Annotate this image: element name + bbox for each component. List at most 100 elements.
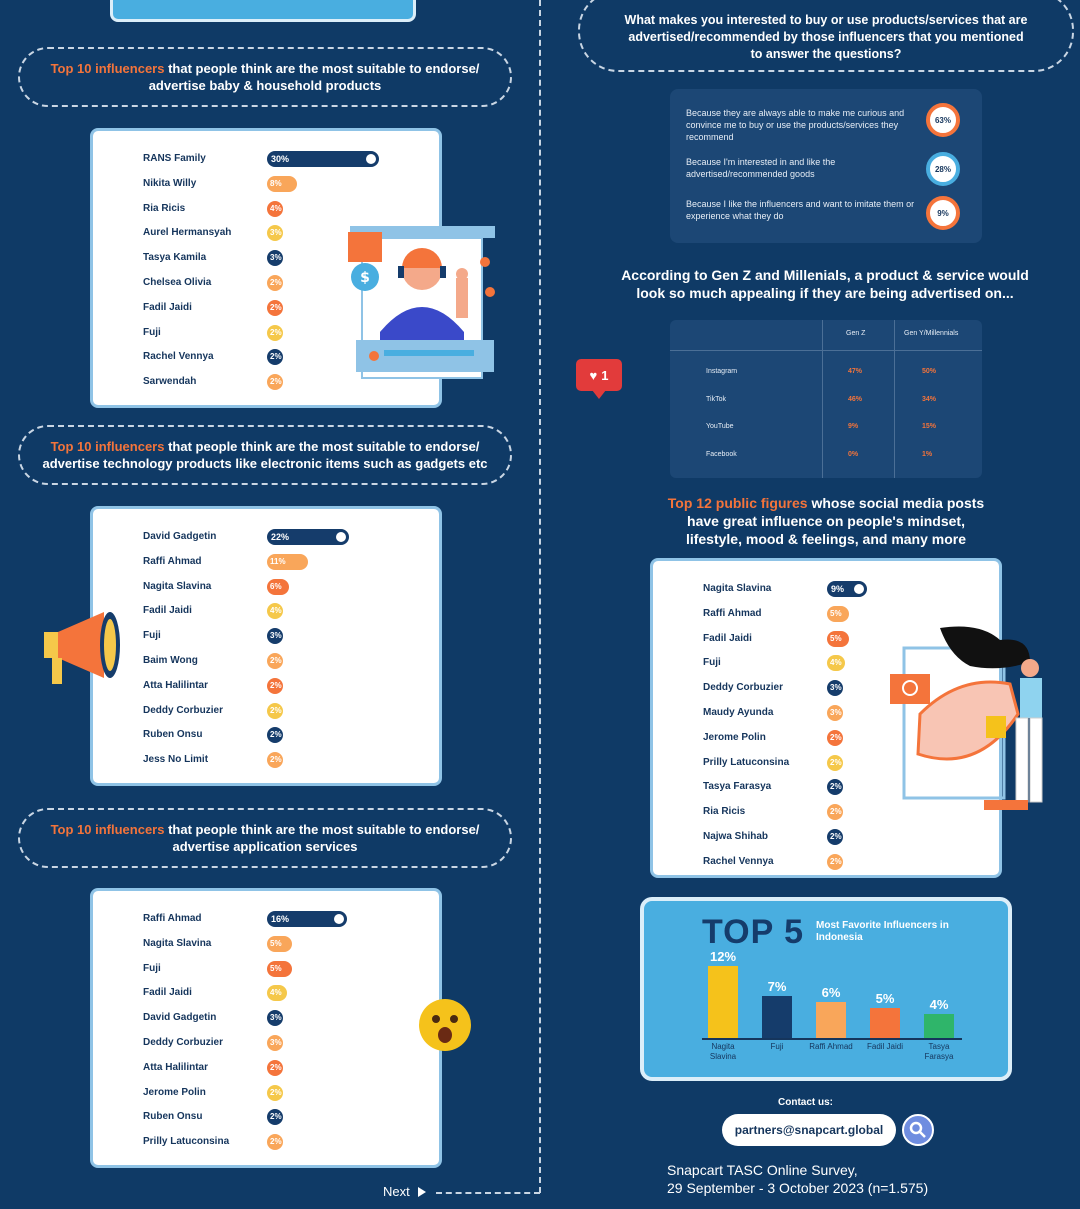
ranking-name: Nagita Slavina	[143, 580, 212, 592]
figures-title-3: lifestyle, mood & feelings, and many mor…	[685, 531, 967, 547]
contact-label: Contact us:	[778, 1097, 833, 1108]
ranking-name: Atta Halilintar	[143, 1061, 209, 1073]
next-label: Next	[383, 1184, 410, 1199]
section-title-technology: Top 10 influencers that people think are…	[18, 425, 512, 485]
geny-value: 34%	[922, 395, 937, 403]
question-line-3: to answer the questions?	[750, 46, 902, 61]
survey-line-2: 29 September - 3 October 2023 (n=1.575)	[667, 1180, 929, 1196]
ranking-name: Deddy Corbuzier	[143, 1037, 224, 1048]
like-notification: ♥ 1	[576, 359, 622, 391]
ranking-name: Aurel Hermansyah	[143, 227, 232, 239]
title-text: that people think are the most suitable …	[164, 61, 480, 76]
ranking-bar: 4%	[827, 655, 845, 672]
search-button[interactable]	[902, 1114, 934, 1146]
title-text-2: advertise baby & household products	[148, 78, 382, 93]
ranking-bar: 5%	[267, 935, 292, 952]
ranking-bar: 2%	[267, 1084, 283, 1101]
ranking-card-technology: David Gadgetin 22% Raffi Ahmad 11% Nagita Sl…	[90, 506, 442, 786]
reasons-box: Because they are always able to make me …	[670, 89, 982, 243]
ranking-name: Nikita Willy	[143, 177, 197, 189]
question-title-pill: What makes you interested to buy or use …	[578, 0, 1074, 72]
reason-percent-2: 28%	[926, 152, 960, 186]
chart-category-label: Tasya Farasya	[924, 1042, 954, 1061]
title-text: that people think are the most suitable …	[164, 439, 480, 454]
ranking-name: Rachel Vennya	[143, 351, 214, 363]
figures-title-highlight: Top 12 public figures	[667, 495, 808, 511]
ranking-name: Jerome Polin	[703, 731, 766, 743]
ranking-name: Ria Ricis	[703, 806, 746, 818]
title-text: that people think are the most suitable …	[164, 822, 480, 837]
title-highlight: Top 10 influencers	[50, 822, 165, 837]
ranking-name: Deddy Corbuzier	[143, 704, 224, 716]
genz-value: 9%	[848, 423, 859, 430]
divider-dashed-line	[539, 0, 541, 1193]
reason-percent-1: 63%	[926, 103, 960, 137]
chart-category-label: Fadil Jaidi	[866, 1042, 903, 1051]
bar-knob	[366, 154, 376, 164]
ranking-bar: 2%	[267, 324, 283, 341]
chart-value-label: 4%	[929, 997, 949, 1012]
next-link[interactable]: Next	[383, 1184, 426, 1199]
reason-text-3: Because I like the influencers and want …	[686, 199, 915, 221]
ranking-bar: 2%	[827, 729, 843, 746]
bar-knob	[336, 532, 347, 542]
ranking-name: Fadil Jaidi	[703, 632, 752, 644]
genz-value: 0%	[848, 450, 859, 458]
chart-bar	[708, 966, 738, 1038]
ranking-bar: 3%	[267, 225, 283, 242]
ranking-bar: 2%	[267, 653, 283, 669]
section-title-baby-household: Top 10 influencers that people think are…	[18, 47, 512, 107]
ranking-name: Fadil Jaidi	[143, 301, 192, 313]
ranking-bar: 2%	[267, 349, 283, 366]
ranking-name: Prilly Latuconsina	[143, 1136, 230, 1148]
ranking-name: Chelsea Olivia	[143, 277, 212, 288]
chart-subtitle: Most Favorite Influencers in Indonesia	[816, 920, 949, 943]
title-highlight: Top 10 influencers	[50, 61, 165, 76]
platform-title-2: look so much appealing if they are being…	[636, 285, 1014, 301]
ranking-bar: 2%	[267, 1059, 283, 1076]
ranking-name: Deddy Corbuzier	[703, 682, 784, 694]
ranking-name: Jess No Limit	[143, 754, 209, 766]
section-title-application: Top 10 influencers that people think are…	[18, 808, 512, 868]
ranking-name: Raffi Ahmad	[703, 607, 762, 619]
survey-line-1: Snapcart TASC Online Survey,	[667, 1162, 858, 1178]
next-dashed-line	[436, 1192, 540, 1194]
ranking-name: RANS Family	[143, 153, 206, 164]
ranking-name: Fuji	[143, 962, 161, 974]
question-line-1: What makes you interested to buy or use …	[624, 12, 1028, 27]
ranking-bar: 2%	[267, 727, 283, 744]
genz-value: 47%	[848, 368, 863, 375]
email-pill[interactable]: partners@snapcart.global	[722, 1114, 896, 1146]
platform-name: YouTube	[706, 423, 734, 430]
ranking-name: David Gadgetin	[143, 531, 217, 542]
title-text-2: advertise technology products like elect…	[42, 456, 488, 471]
chart-category-label: Nagita Slavina	[709, 1042, 737, 1061]
chart-bar	[870, 1008, 900, 1038]
geny-value: 15%	[922, 423, 937, 430]
ranking-name: David Gadgetin	[143, 1012, 217, 1024]
ranking-bar: 16%	[267, 911, 347, 927]
like-notification-tail	[592, 390, 606, 399]
ranking-name: Ria Ricis	[143, 202, 186, 214]
ranking-bar: 2%	[267, 702, 283, 719]
ranking-bar: 4%	[267, 985, 287, 1002]
ranking-bar: 3%	[267, 1035, 283, 1051]
hand-gift-illustration	[890, 626, 1043, 810]
ranking-name: Sarwendah	[143, 376, 197, 388]
ranking-name: Ruben Onsu	[143, 729, 203, 741]
ranking-bar: 3%	[827, 680, 843, 697]
chart-bar	[924, 1014, 954, 1038]
ranking-bar: 30%	[267, 151, 379, 167]
ranking-bar: 2%	[827, 804, 843, 821]
ranking-bar: 6%	[267, 578, 290, 595]
ranking-name: Nagita Slavina	[143, 937, 212, 949]
table-col-divider-1	[822, 320, 823, 478]
smiley-emoji-icon	[419, 999, 471, 1051]
top-cutoff-card	[110, 0, 416, 22]
ranking-name: Maudy Ayunda	[703, 707, 774, 718]
ranking-name: Nagita Slavina	[703, 583, 772, 594]
ranking-name: Raffi Ahmad	[143, 555, 202, 567]
table-header-divider	[670, 350, 982, 351]
chart-value-label: 5%	[875, 991, 895, 1006]
ranking-name: Prilly Latuconsina	[703, 756, 790, 768]
